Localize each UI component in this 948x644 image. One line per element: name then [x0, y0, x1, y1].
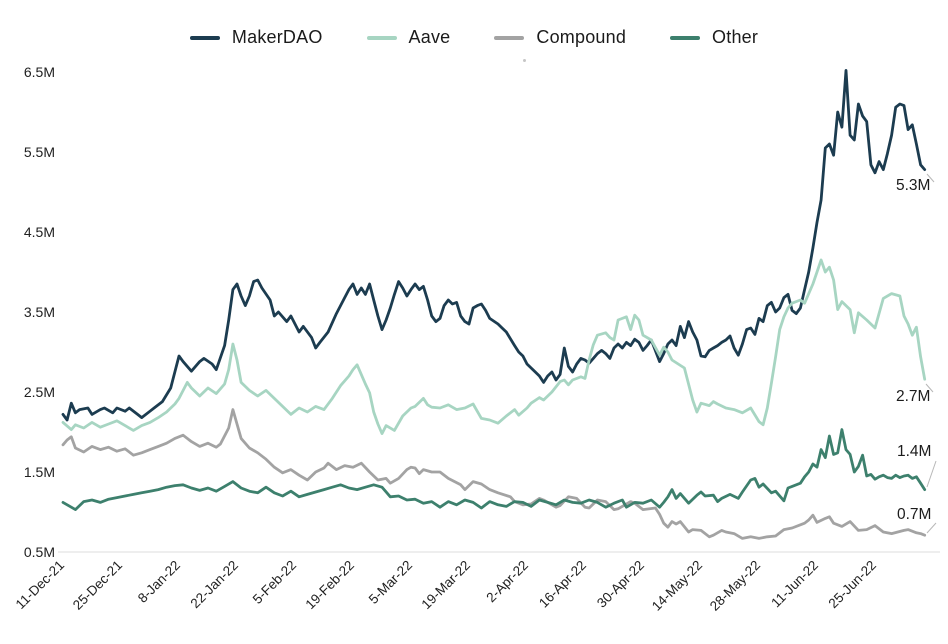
stray-mark [523, 59, 526, 62]
legend-label-aave: Aave [408, 27, 451, 47]
x-tick-label: 11-Dec-21 [13, 558, 67, 612]
y-tick-label: 1.5M [24, 464, 55, 480]
x-tick-label: 28-May-22 [707, 558, 763, 614]
legend-item-aave[interactable]: Aave [366, 27, 451, 48]
end-value-label-aave: 2.7M [896, 388, 930, 405]
end-label-connector-other [926, 460, 937, 488]
legend-label-other: Other [712, 27, 759, 47]
x-tick-label: 11-Jun-22 [768, 558, 821, 611]
end-label-connector-aave [925, 383, 934, 393]
x-tick-label: 5-Feb-22 [250, 558, 299, 607]
y-tick-label: 4.5M [24, 224, 55, 240]
legend-swatch-makerdao [189, 35, 220, 40]
end-value-label-makerdao: 5.3M [896, 177, 930, 194]
legend-swatch-other [670, 35, 701, 40]
x-tick-label: 19-Feb-22 [302, 558, 357, 613]
legend-item-other[interactable]: Other [670, 27, 758, 48]
x-tick-label: 25-Jun-22 [826, 558, 880, 612]
y-tick-label: 3.5M [24, 304, 55, 320]
end-label-connector-makerdao [926, 173, 935, 183]
legend-item-compound[interactable]: Compound [494, 27, 626, 48]
y-tick-label: 0.5M [24, 544, 55, 560]
x-tick-label: 25-Dec-21 [70, 558, 125, 613]
end-value-label-compound: 0.7M [897, 506, 931, 523]
legend-swatch-aave [366, 35, 397, 40]
legend-swatch-compound [494, 35, 525, 40]
x-tick-label: 5-Mar-22 [366, 558, 415, 607]
x-tick-label: 30-Apr-22 [594, 558, 647, 611]
x-tick-label: 8-Jan-22 [135, 558, 183, 606]
end-value-label-other: 1.4M [897, 443, 931, 460]
series-line-makerdao [61, 69, 927, 422]
x-tick-label: 22-Jan-22 [188, 558, 242, 612]
x-tick-label: 19-Mar-22 [418, 558, 473, 613]
series-line-aave [61, 258, 927, 435]
series-line-other [61, 428, 927, 511]
x-tick-label: 2-Apr-22 [483, 558, 531, 606]
y-tick-label: 6.5M [24, 64, 55, 80]
legend-label-compound: Compound [536, 27, 627, 47]
series-line-compound [61, 408, 927, 540]
end-label-connector-compound [926, 522, 937, 534]
legend: MakerDAO Aave Compound Other [0, 27, 948, 48]
y-tick-label: 5.5M [24, 144, 55, 160]
legend-label-makerdao: MakerDAO [231, 27, 323, 47]
x-tick-label: 14-May-22 [649, 558, 705, 614]
x-tick-label: 16-Apr-22 [536, 558, 589, 611]
legend-item-makerdao[interactable]: MakerDAO [189, 27, 323, 48]
y-tick-label: 2.5M [24, 384, 55, 400]
